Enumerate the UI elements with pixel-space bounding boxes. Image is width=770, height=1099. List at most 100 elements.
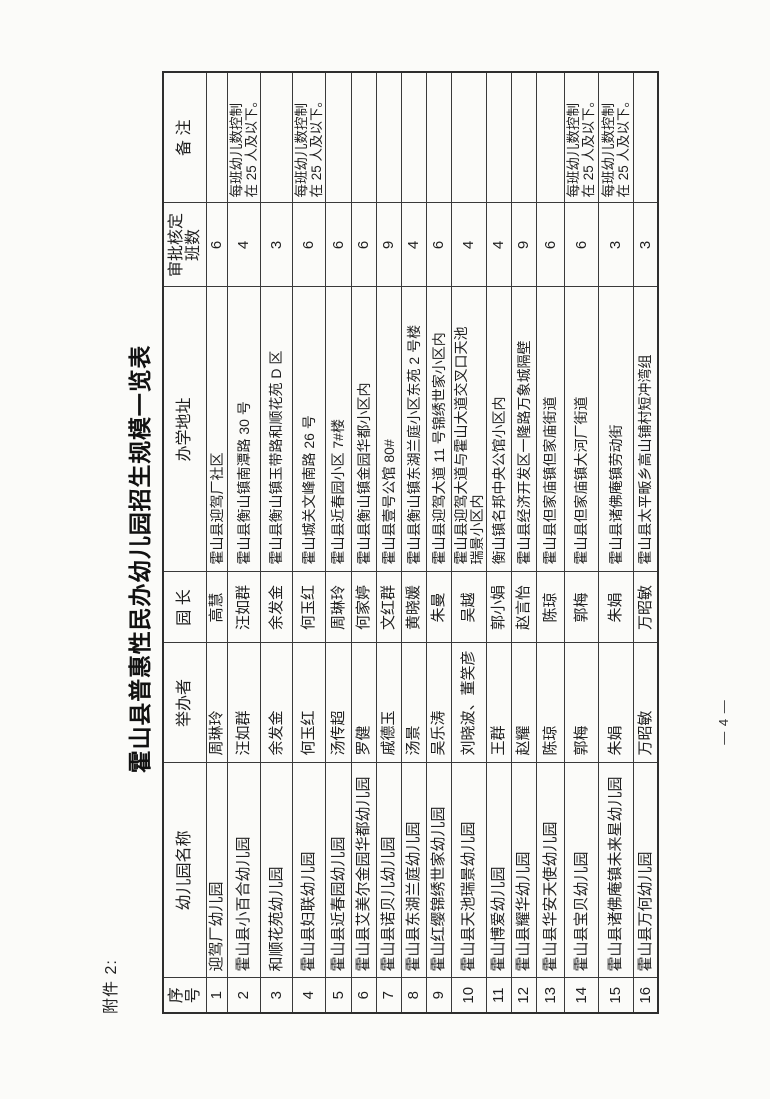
cell-address: 霍山县迎驾大道 11 号锦绣世家小区内: [426, 287, 451, 572]
cell-principal: 吴越: [451, 572, 486, 643]
cell-principal: 陈琼: [536, 572, 564, 643]
cell-principal: 何家婷: [351, 572, 376, 643]
cell-principal: 高慧: [206, 572, 227, 643]
cell-organizer: 汪如群: [227, 643, 260, 763]
cell-remark: [401, 72, 426, 203]
cell-no: 7: [376, 978, 401, 1013]
cell-name: 霍山县宝贝幼儿园: [564, 763, 598, 978]
cell-address: 霍山县衡山镇东湖兰庭小区东苑 2 号楼: [401, 287, 426, 572]
cell-address: 霍山县壹号公馆 80#: [376, 287, 401, 572]
col-header-remark: 备 注: [163, 72, 206, 203]
cell-name: 霍山县艾美尔金园华都幼儿园: [351, 763, 376, 978]
cell-organizer: 陈琼: [536, 643, 564, 763]
table-row: 7 霍山县诺贝儿幼儿园 戚德玉 文红群 霍山县壹号公馆 80# 9: [376, 72, 401, 1013]
cell-no: 11: [486, 978, 511, 1013]
cell-remark: [376, 72, 401, 203]
cell-no: 1: [206, 978, 227, 1013]
table-body: 1 迎驾厂幼儿园 周琳玲 高慧 霍山县迎驾厂社区 6 2 霍山县小百合幼儿园 汪如群 汪如群 霍山县…: [206, 72, 658, 1013]
table-row: 15 霍山县诸佛庵镇未来星幼儿园 朱娟 朱娟 霍山县诸佛庵镇劳动街 3 每班幼儿数控制 在 …: [598, 72, 633, 1013]
cell-classes: 4: [486, 203, 511, 287]
cell-name: 霍山县小百合幼儿园: [227, 763, 260, 978]
cell-remark: [451, 72, 486, 203]
cell-no: 5: [325, 978, 351, 1013]
cell-no: 8: [401, 978, 426, 1013]
cell-name: 和顺花苑幼儿园: [260, 763, 292, 978]
cell-organizer: 何玉红: [292, 643, 325, 763]
cell-remark: 每班幼儿数控制 在 25 人及以下。: [292, 72, 325, 203]
cell-organizer: 郭梅: [564, 643, 598, 763]
cell-organizer: 吴乐涛: [426, 643, 451, 763]
cell-principal: 汪如群: [227, 572, 260, 643]
cell-address: 霍山县太平畈乡高山铺村短冲湾组: [633, 287, 658, 572]
cell-organizer: 戚德玉: [376, 643, 401, 763]
cell-classes: 6: [206, 203, 227, 287]
table-row: 1 迎驾厂幼儿园 周琳玲 高慧 霍山县迎驾厂社区 6: [206, 72, 227, 1013]
table-row: 10 霍山县天池瑞景幼儿园 刘晓波、董笑彦 吴越 霍山县迎驾大道与霍山大道交叉口天池 瑞…: [451, 72, 486, 1013]
table-row: 6 霍山县艾美尔金园华都幼儿园 罗健 何家婷 霍山县衡山镇金园华都小区内 6: [351, 72, 376, 1013]
table-row: 2 霍山县小百合幼儿园 汪如群 汪如群 霍山县衡山镇南潭路 30 号 4 每班幼儿数控制 在…: [227, 72, 260, 1013]
cell-principal: 赵言怡: [511, 572, 536, 643]
kindergarten-table: 序 号 幼儿园名称 举办者 园 长 办学地址 审批核定 班数 备 注 1 迎驾厂幼…: [162, 71, 659, 1014]
cell-name: 霍山县天池瑞景幼儿园: [451, 763, 486, 978]
cell-classes: 4: [227, 203, 260, 287]
cell-organizer: 汤景: [401, 643, 426, 763]
table-row: 8 霍山县东湖兰庭幼儿园 汤景 黄晓媛 霍山县衡山镇东湖兰庭小区东苑 2 号楼 4: [401, 72, 426, 1013]
cell-principal: 朱娟: [598, 572, 633, 643]
page-number: — 4 —: [716, 699, 731, 745]
cell-principal: 余发金: [260, 572, 292, 643]
cell-name: 迎驾厂幼儿园: [206, 763, 227, 978]
cell-address: 霍山县经济开发区一隆路万象城隔壁: [511, 287, 536, 572]
cell-name: 霍山县万何幼儿园: [633, 763, 658, 978]
table-row: 11 霍山博爱幼儿园 王群 郭小娟 衡山镇名邦中央公馆小区内 4: [486, 72, 511, 1013]
cell-no: 16: [633, 978, 658, 1013]
cell-remark: 每班幼儿数控制 在 25 人及以下。: [564, 72, 598, 203]
cell-principal: 郭小娟: [486, 572, 511, 643]
table-row: 4 霍山县妇联幼儿园 何玉红 何玉红 霍山城关文峰南路 26 号 6 每班幼儿数控制 在 2…: [292, 72, 325, 1013]
cell-classes: 4: [451, 203, 486, 287]
cell-organizer: 余发金: [260, 643, 292, 763]
cell-remark: [536, 72, 564, 203]
cell-classes: 3: [633, 203, 658, 287]
cell-address: 霍山县诸佛庵镇劳动街: [598, 287, 633, 572]
cell-remark: [351, 72, 376, 203]
cell-address: 霍山县衡山镇玉带路和顺花苑 D 区: [260, 287, 292, 572]
attachment-label: 附件 2:: [103, 959, 120, 1014]
cell-name: 霍山县耀华幼儿园: [511, 763, 536, 978]
cell-classes: 3: [260, 203, 292, 287]
cell-no: 4: [292, 978, 325, 1013]
cell-classes: 6: [564, 203, 598, 287]
cell-name: 霍山县华安天使幼儿园: [536, 763, 564, 978]
table-header-row: 序 号 幼儿园名称 举办者 园 长 办学地址 审批核定 班数 备 注: [163, 72, 206, 1013]
cell-organizer: 朱娟: [598, 643, 633, 763]
col-header-address: 办学地址: [163, 287, 206, 572]
cell-classes: 6: [292, 203, 325, 287]
col-header-classes: 审批核定 班数: [163, 203, 206, 287]
col-header-name: 幼儿园名称: [163, 763, 206, 978]
cell-organizer: 王群: [486, 643, 511, 763]
cell-name: 霍山县东湖兰庭幼儿园: [401, 763, 426, 978]
cell-organizer: 汤传超: [325, 643, 351, 763]
cell-remark: 每班幼儿数控制 在 25 人及以下。: [227, 72, 260, 203]
cell-address: 霍山县迎驾厂社区: [206, 287, 227, 572]
cell-classes: 9: [511, 203, 536, 287]
cell-remark: [426, 72, 451, 203]
cell-name: 霍山红缨锦绣世家幼儿园: [426, 763, 451, 978]
cell-principal: 黄晓媛: [401, 572, 426, 643]
cell-no: 15: [598, 978, 633, 1013]
cell-name: 霍山县妇联幼儿园: [292, 763, 325, 978]
cell-name: 霍山博爱幼儿园: [486, 763, 511, 978]
cell-classes: 6: [325, 203, 351, 287]
col-header-no: 序 号: [163, 978, 206, 1013]
cell-no: 14: [564, 978, 598, 1013]
cell-name: 霍山县诺贝儿幼儿园: [376, 763, 401, 978]
cell-name: 霍山县近春园幼儿园: [325, 763, 351, 978]
cell-classes: 4: [401, 203, 426, 287]
cell-organizer: 赵耀: [511, 643, 536, 763]
cell-name: 霍山县诸佛庵镇未来星幼儿园: [598, 763, 633, 978]
cell-address: 霍山县迎驾大道与霍山大道交叉口天池 瑞景小区内: [451, 287, 486, 572]
cell-organizer: 刘晓波、董笑彦: [451, 643, 486, 763]
cell-principal: 周琳玲: [325, 572, 351, 643]
table-row: 16 霍山县万何幼儿园 万昭敏 万昭敏 霍山县太平畈乡高山铺村短冲湾组 3: [633, 72, 658, 1013]
col-header-principal: 园 长: [163, 572, 206, 643]
